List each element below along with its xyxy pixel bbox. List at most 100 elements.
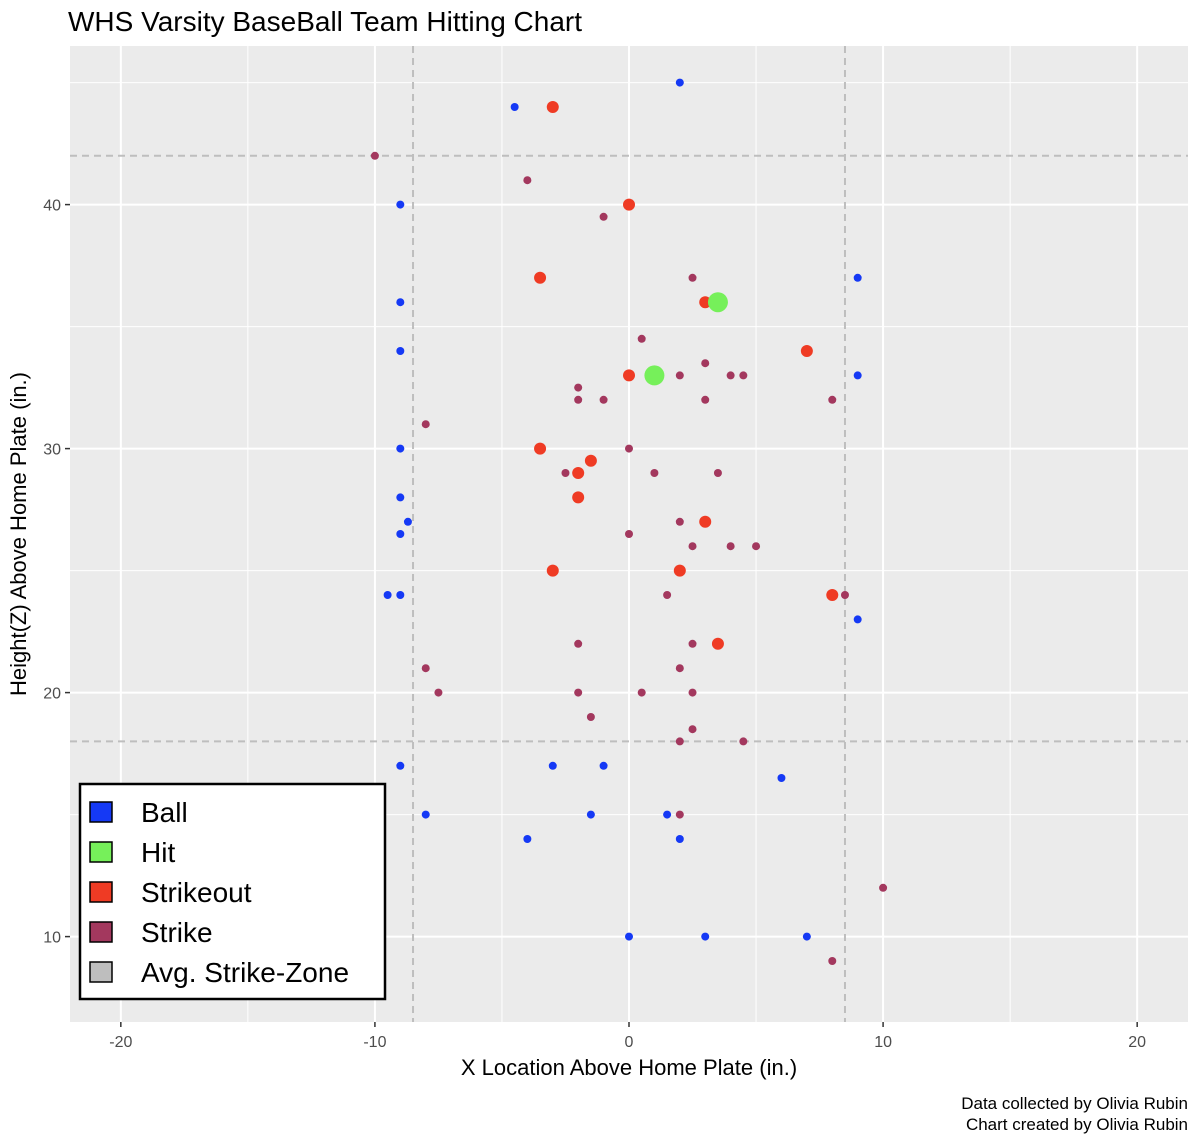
- ball-point: [396, 761, 405, 770]
- strikeout-point: [546, 101, 559, 113]
- strikeout-point: [584, 454, 597, 467]
- axis-ticks: -20 -10 0 10 20 10 20 30 40: [43, 198, 1146, 1051]
- strike-point: [675, 810, 684, 819]
- strike-point: [650, 469, 659, 477]
- strike-point: [421, 664, 430, 673]
- strike-point: [840, 591, 849, 599]
- caption-data-collected: Data collected by Olivia Rubin: [961, 1094, 1188, 1113]
- strike-point: [637, 334, 646, 343]
- strikeout-point: [699, 515, 712, 528]
- ball-point: [777, 774, 786, 782]
- strike-point: [739, 737, 748, 746]
- ball-point: [396, 298, 405, 307]
- ball-point: [396, 200, 405, 209]
- strike-point: [370, 151, 379, 160]
- strike-point: [752, 542, 761, 551]
- x-axis-title: X Location Above Home Plate (in.): [461, 1055, 797, 1080]
- strike-point: [688, 542, 697, 551]
- strike-point: [561, 469, 570, 477]
- legend-swatch-ball: [89, 801, 113, 823]
- legend-swatch-avg-strike-zone: [89, 961, 113, 983]
- ball-point: [599, 761, 608, 770]
- strike-point: [828, 395, 837, 404]
- strike-point: [599, 212, 608, 221]
- legend-label-strike: Strike: [141, 917, 213, 948]
- strike-point: [574, 383, 583, 392]
- x-tick-label: -20: [109, 1034, 132, 1051]
- legend-swatch-strike: [89, 921, 113, 943]
- x-tick-label: 0: [625, 1034, 634, 1051]
- legend-swatch-hit: [89, 841, 113, 863]
- strike-point: [663, 591, 672, 599]
- strike-point: [599, 395, 608, 404]
- ball-point: [802, 932, 811, 941]
- strikeout-point: [673, 564, 686, 577]
- strikeout-point: [572, 467, 585, 479]
- ball-point: [396, 591, 405, 599]
- strike-point: [688, 725, 697, 734]
- strike-point: [586, 713, 595, 721]
- y-tick-label: 10: [43, 930, 61, 947]
- ball-point: [853, 273, 862, 282]
- legend-label-ball: Ball: [141, 797, 188, 828]
- legend-swatch-strikeout: [89, 881, 113, 903]
- strike-point: [625, 530, 633, 538]
- ball-point: [675, 78, 684, 87]
- hit-point: [644, 365, 665, 386]
- ball-point: [853, 371, 862, 380]
- strike-point: [688, 273, 697, 282]
- y-tick-label: 20: [43, 686, 61, 703]
- legend-label-avg-strike-zone: Avg. Strike-Zone: [141, 957, 349, 988]
- strike-point: [637, 688, 646, 697]
- y-axis-title: Height(Z) Above Home Plate (in.): [6, 372, 31, 696]
- caption-chart-created: Chart created by Olivia Rubin: [966, 1115, 1188, 1134]
- strike-point: [688, 688, 697, 697]
- ball-point: [510, 103, 519, 111]
- strike-point: [434, 688, 443, 697]
- strikeout-point: [546, 564, 559, 577]
- ball-point: [853, 615, 862, 624]
- x-tick-label: 20: [1128, 1034, 1146, 1051]
- strikeout-point: [572, 491, 585, 504]
- ball-point: [396, 444, 405, 453]
- strike-point: [421, 420, 430, 429]
- x-tick-label: 10: [874, 1034, 892, 1051]
- chart-title: WHS Varsity BaseBall Team Hitting Chart: [68, 6, 582, 37]
- strikeout-point: [711, 637, 724, 650]
- ball-point: [396, 347, 405, 355]
- strike-point: [713, 469, 722, 477]
- strikeout-point: [623, 369, 635, 382]
- legend: Ball Hit Strikeout Strike Avg. Strike-Zone: [78, 782, 387, 1001]
- strikeout-point: [534, 271, 547, 284]
- strike-point: [726, 371, 735, 380]
- y-tick-label: 30: [43, 442, 61, 459]
- ball-point: [421, 810, 430, 819]
- strikeout-point: [699, 296, 712, 309]
- ball-point: [548, 761, 557, 770]
- strike-point: [675, 664, 684, 673]
- strike-point: [675, 737, 684, 746]
- strike-point: [828, 957, 837, 965]
- ball-point: [396, 493, 405, 502]
- legend-label-strikeout: Strikeout: [141, 877, 252, 908]
- strikeout-point: [623, 198, 635, 211]
- data-points: [370, 78, 888, 965]
- ball-point: [663, 810, 672, 819]
- strike-point: [701, 359, 710, 368]
- ball-point: [675, 835, 684, 843]
- ball-point: [586, 810, 595, 819]
- ball-point: [523, 835, 532, 843]
- strike-point: [701, 395, 710, 404]
- strike-point: [574, 688, 583, 697]
- strike-point: [574, 395, 583, 404]
- strike-point: [879, 883, 888, 892]
- strike-zone-lines: [70, 46, 1188, 1022]
- strikeout-point: [800, 345, 813, 357]
- ball-point: [383, 591, 392, 599]
- ball-point: [403, 517, 412, 526]
- strikeout-point: [534, 442, 547, 455]
- ball-point: [625, 932, 633, 941]
- strike-point: [574, 639, 583, 648]
- strike-point: [625, 444, 633, 453]
